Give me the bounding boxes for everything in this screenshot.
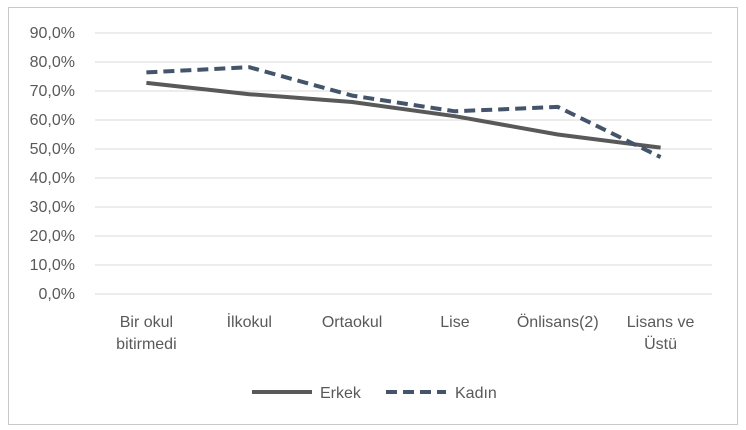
y-tick-label: 0,0% bbox=[39, 286, 75, 303]
x-tick-label: Bir okul bbox=[120, 314, 173, 331]
chart-frame bbox=[8, 7, 738, 425]
series-lines bbox=[146, 65, 662, 159]
x-axis-ticks: Bir okul bitirmedi İlkokul Ortaokul Lise Önli… bbox=[116, 312, 694, 353]
legend-label: Kadın bbox=[455, 385, 497, 402]
y-tick-label: 40,0% bbox=[30, 170, 75, 187]
series-line-erkek bbox=[146, 80, 661, 150]
x-tick-label: Üstü bbox=[644, 335, 677, 353]
x-tick-label: Önlisans(2) bbox=[517, 313, 599, 331]
x-tick-label: İlkokul bbox=[227, 312, 272, 331]
x-tick-label: bitirmedi bbox=[116, 336, 176, 353]
x-tick-label: Lisans ve bbox=[627, 314, 695, 331]
y-tick-label: 10,0% bbox=[30, 257, 75, 274]
y-axis-ticks: 0,0% 10,0% 20,0% 30,0% 40,0% 50,0% 60,0% 70,0% 8… bbox=[30, 25, 75, 303]
legend: Erkek Kadın bbox=[252, 385, 497, 402]
y-tick-label: 90,0% bbox=[30, 25, 75, 42]
gridlines bbox=[95, 32, 712, 295]
y-tick-label: 80,0% bbox=[30, 54, 75, 71]
y-tick-label: 60,0% bbox=[30, 112, 75, 129]
y-tick-label: 30,0% bbox=[30, 199, 75, 216]
x-tick-label: Lise bbox=[440, 314, 469, 331]
series-line-kadın bbox=[146, 65, 662, 159]
y-tick-label: 70,0% bbox=[30, 83, 75, 100]
legend-label: Erkek bbox=[320, 385, 362, 402]
x-tick-label: Ortaokul bbox=[322, 314, 382, 331]
y-tick-label: 50,0% bbox=[30, 141, 75, 158]
y-tick-label: 20,0% bbox=[30, 228, 75, 245]
